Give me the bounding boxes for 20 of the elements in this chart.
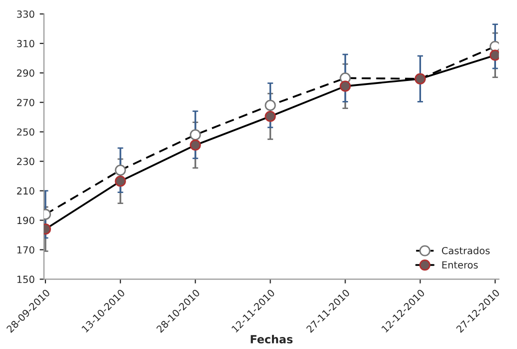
y-tick-label: 150 — [17, 276, 34, 284]
x-axis-title: Fechas — [250, 334, 293, 344]
y-tick-label: 250 — [17, 128, 34, 136]
y-tick-label: 210 — [17, 187, 34, 195]
y-tick-label: 290 — [17, 69, 34, 77]
point — [264, 100, 276, 111]
y-tick-label: 230 — [17, 158, 34, 166]
y-tick-label: 330 — [17, 10, 34, 18]
point — [114, 164, 126, 176]
legend-label: Enteros — [442, 261, 478, 269]
point — [264, 110, 276, 122]
point — [114, 176, 126, 187]
point — [340, 80, 351, 92]
y-tick-label: 310 — [17, 40, 34, 48]
point — [190, 129, 201, 140]
point — [190, 140, 201, 151]
legend-label: Castrados — [442, 246, 490, 254]
y-tick-label: 170 — [17, 246, 34, 254]
y-tick-label: 270 — [17, 98, 34, 106]
y-tick-label: 190 — [17, 216, 34, 224]
